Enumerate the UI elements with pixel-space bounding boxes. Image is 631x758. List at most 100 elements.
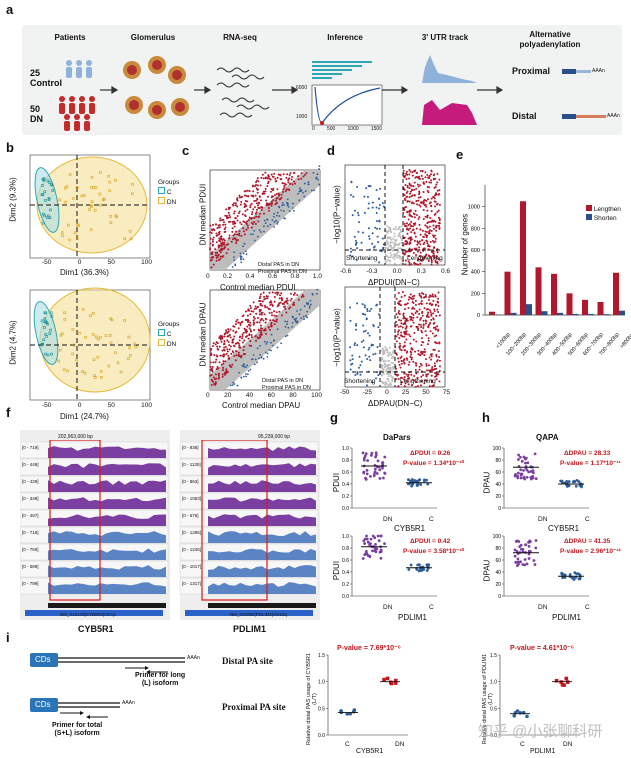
point-distal	[223, 228, 226, 231]
point-distal	[267, 207, 270, 210]
point-distal	[229, 336, 232, 339]
point-ns	[388, 346, 391, 349]
point-ns	[398, 231, 401, 234]
ytick-label: 0.2	[342, 582, 349, 588]
point-distal	[228, 234, 231, 237]
point-long	[400, 362, 403, 365]
data-point	[517, 453, 520, 457]
point-ns	[388, 237, 391, 240]
point-long	[403, 335, 406, 338]
point-distal	[229, 328, 232, 331]
point-distal	[240, 356, 243, 359]
point-short	[355, 328, 358, 331]
point-distal	[276, 188, 279, 191]
data-point	[567, 484, 571, 488]
point-short	[371, 232, 374, 235]
point-long	[416, 243, 419, 246]
point-ns	[386, 224, 389, 227]
point-short	[378, 227, 381, 230]
point-long	[432, 312, 435, 315]
point-ns	[389, 382, 392, 385]
point-distal	[210, 367, 213, 370]
point-distal	[280, 193, 283, 196]
point-long	[400, 383, 403, 386]
point-short	[362, 339, 365, 342]
point-proximal	[233, 256, 235, 259]
point-ns	[386, 351, 389, 354]
point-distal	[210, 251, 213, 254]
point-long	[426, 185, 429, 188]
point-proximal	[317, 178, 320, 181]
point-short	[362, 231, 365, 234]
point-long	[430, 379, 433, 382]
point-distal	[218, 237, 221, 240]
point-long	[413, 216, 416, 219]
data-point	[525, 714, 529, 719]
point-long	[396, 330, 399, 333]
point-distal	[231, 227, 234, 230]
point-ns	[389, 226, 392, 229]
point-long	[405, 338, 408, 341]
point-short	[382, 243, 385, 246]
point-distal	[210, 379, 213, 382]
point-distal	[297, 175, 300, 178]
point-distal	[234, 204, 237, 207]
pca-plots	[29, 154, 151, 401]
point-ns	[393, 255, 396, 258]
point-distal	[223, 239, 226, 242]
point-long	[427, 248, 430, 251]
point-distal	[237, 351, 240, 354]
point-proximal	[312, 171, 315, 174]
point-distal	[273, 300, 276, 303]
point-long	[415, 385, 418, 388]
point-distal	[264, 190, 267, 193]
point-ns	[398, 234, 401, 237]
point-distal	[241, 337, 244, 340]
point-long	[428, 323, 431, 326]
point-long	[418, 313, 421, 316]
point-proximal	[287, 326, 290, 329]
point-distal	[254, 194, 257, 197]
igv-coord1: 202,963,000 bp	[58, 434, 93, 440]
point-proximal	[288, 210, 291, 213]
point-ns	[387, 367, 390, 370]
point-long	[403, 341, 406, 344]
pca-point-dn	[60, 231, 64, 234]
ytick-label: 0.5	[490, 706, 497, 712]
pca-bottom-xlabel: Dim1 (24.7%)	[60, 412, 109, 421]
point-short	[368, 185, 371, 188]
point-distal	[216, 355, 219, 358]
igv-coverage	[208, 446, 316, 458]
d-top-shortening: Shortening	[346, 255, 378, 262]
point-distal	[248, 333, 251, 336]
point-proximal	[299, 188, 302, 191]
point-proximal	[307, 183, 310, 186]
point-long	[433, 362, 436, 365]
point-distal	[270, 204, 273, 207]
legend-lengthen-label: Lengthen	[593, 206, 621, 213]
data-point	[564, 676, 569, 681]
point-distal	[270, 188, 273, 191]
point-distal	[266, 182, 269, 185]
point-long	[404, 323, 407, 326]
point-distal	[244, 214, 247, 217]
point-distal	[214, 251, 217, 254]
point-long	[407, 260, 410, 263]
point-long	[404, 317, 407, 320]
primer-total-1: Primer for total	[52, 722, 103, 729]
point-distal	[213, 382, 216, 385]
point-distal	[249, 340, 252, 343]
igv-coverage	[208, 531, 316, 543]
point-distal	[270, 196, 273, 199]
point-distal	[223, 339, 226, 342]
point-ns	[387, 365, 390, 368]
point-long	[419, 184, 422, 187]
point-distal	[252, 315, 255, 318]
point-long	[402, 211, 405, 214]
point-distal	[227, 220, 230, 223]
pca-point-dn	[104, 334, 108, 337]
point-short	[365, 318, 368, 321]
point-distal	[278, 302, 281, 305]
point-distal	[280, 178, 283, 181]
point-long	[410, 195, 413, 198]
